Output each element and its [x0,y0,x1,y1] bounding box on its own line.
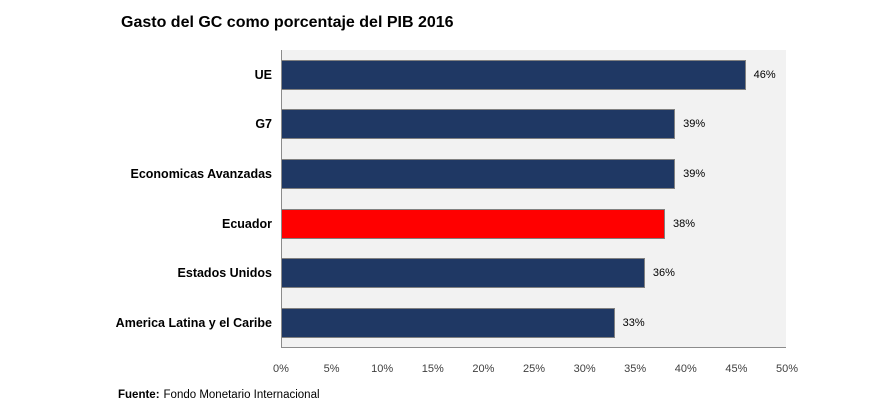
category-label: UE [254,67,272,82]
bar [282,208,666,239]
category-label: G7 [255,117,272,132]
bar-value-label: 39% [683,118,706,131]
bar [282,308,615,339]
bar [282,59,746,90]
source-label: Fuente: [118,389,160,401]
bar-row: 39% [282,100,786,150]
category-label: Economicas Avanzadas [130,167,273,182]
source-note: Fuente: Fondo Monetario Internacional [118,389,320,401]
source-text: Fondo Monetario Internacional [163,389,320,401]
x-tick-label: 50% [775,363,799,375]
category-label: America Latina y el Caribe [115,316,272,331]
x-tick-label: 15% [421,363,444,375]
bar [282,258,645,289]
bar-value-label: 46% [753,68,776,81]
x-tick-label: 25% [522,363,546,375]
bar [282,159,676,190]
x-tick-label: 20% [472,363,495,375]
bar-row: 46% [282,50,786,100]
x-axis: 0% 5% 10% 15% 20% 25% 30% 35% 40% 45% 50% [273,363,798,379]
bar-row: 33% [282,298,786,348]
plot-area: 46% 39% 39% 38% 36% 33% [281,50,786,348]
category-label: Estados Unidos [177,266,272,281]
bar-value-label: 36% [652,267,675,280]
bar-value-label: 39% [683,168,706,181]
category-label: Ecuador [221,216,272,231]
bar-row: 36% [282,249,786,299]
x-tick-label: 0% [273,363,289,375]
x-tick-label: 45% [725,363,748,375]
bar [282,109,676,140]
x-tick-label: 35% [624,363,647,375]
category-axis: UE G7 Economicas Avanzadas Ecuador Estados U… [0,50,272,348]
x-tick-label: 40% [674,363,697,375]
bar-value-label: 33% [622,317,645,330]
bar-row: 39% [282,149,786,199]
bar-row: 38% [282,199,786,249]
x-tick-label: 10% [371,363,394,375]
chart-title: Gasto del GC como porcentaje del PIB 201… [121,14,454,31]
x-tick-label: 5% [323,363,340,375]
bar-value-label: 38% [673,217,696,230]
x-tick-label: 30% [573,363,596,375]
